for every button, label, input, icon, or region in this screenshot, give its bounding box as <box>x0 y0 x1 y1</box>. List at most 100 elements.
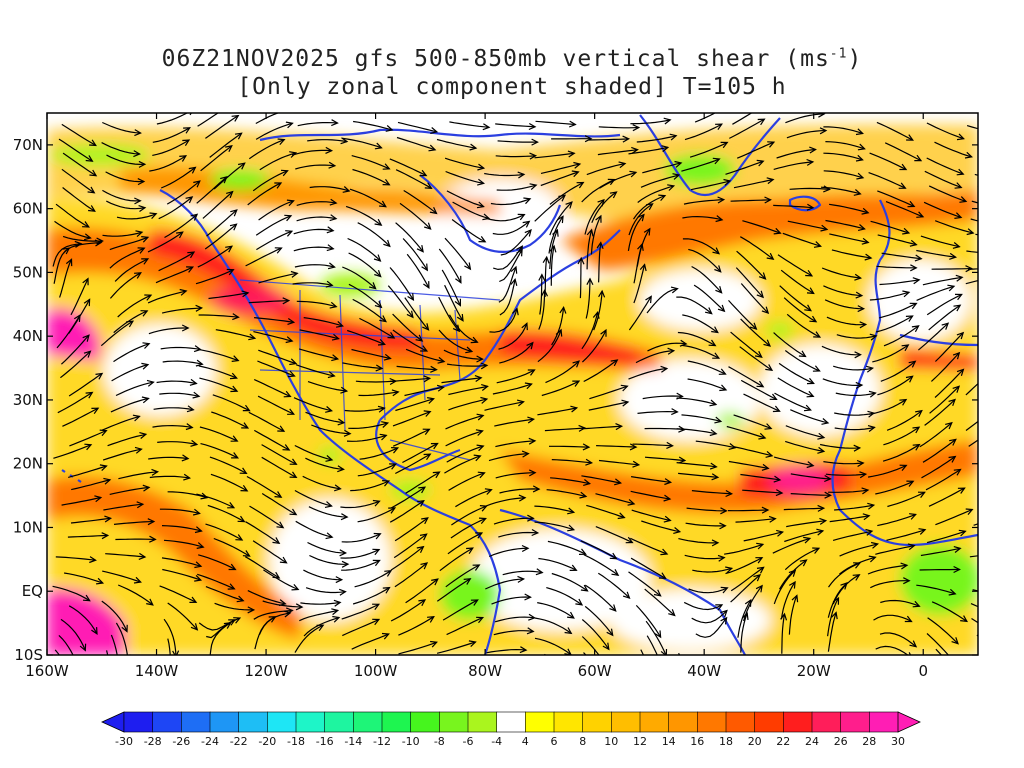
streamline <box>498 266 517 303</box>
colorbar-label: 4 <box>522 735 529 748</box>
streamline <box>445 430 483 447</box>
streamline-arrowhead <box>183 473 192 481</box>
streamline-arrowhead <box>476 201 485 209</box>
streamline-arrowhead <box>465 346 474 354</box>
streamline <box>404 386 444 397</box>
streamline <box>395 169 432 189</box>
streamline <box>195 269 234 285</box>
streamline <box>588 401 629 411</box>
lat-tick-label: EQ <box>22 582 43 600</box>
streamline-arrowhead <box>389 463 398 470</box>
streamline-arrowhead <box>905 315 914 322</box>
streamline-arrowhead <box>857 143 866 151</box>
streamline <box>551 307 565 346</box>
streamline <box>196 176 228 204</box>
streamline-arrowhead <box>383 353 392 361</box>
lat-tick-label: 40N <box>13 327 43 345</box>
streamline-arrowhead <box>126 320 135 328</box>
streamline-arrowhead <box>949 656 955 663</box>
streamline <box>294 624 324 653</box>
streamline-arrowhead <box>948 588 957 596</box>
streamline-arrowhead <box>430 640 438 648</box>
streamline-arrowhead <box>766 252 775 261</box>
streamline-arrowhead <box>379 433 388 441</box>
streamline <box>349 188 387 208</box>
streamline <box>198 365 237 379</box>
streamline-arrowhead <box>132 414 141 422</box>
streamline-arrowhead <box>237 515 246 523</box>
streamline <box>392 411 431 427</box>
streamline <box>879 632 917 648</box>
streamline <box>258 272 298 284</box>
streamline <box>982 479 1020 491</box>
streamline <box>676 428 717 435</box>
streamline <box>258 200 294 221</box>
streamline <box>880 360 916 382</box>
streamline <box>100 320 134 347</box>
streamline <box>445 414 484 430</box>
streamline-arrowhead <box>999 634 1006 640</box>
streamline-arrowhead <box>840 582 848 590</box>
latitude-axis: 70N 60N 50N 40N 30N 20N 10N EQ 10S <box>13 136 978 664</box>
streamline <box>689 141 728 158</box>
streamline-arrowhead <box>766 177 775 185</box>
streamline-arrowhead <box>99 429 108 437</box>
streamline-arrowhead <box>276 521 285 529</box>
streamline-arrowhead <box>521 544 530 553</box>
streamline-arrowhead <box>643 227 651 236</box>
streamline-arrowhead <box>472 564 481 571</box>
streamline <box>628 367 667 380</box>
streamline-arrowhead <box>719 384 728 392</box>
streamline-arrowhead <box>725 489 734 498</box>
streamline <box>114 258 149 282</box>
streamline-arrowhead <box>327 371 336 379</box>
streamline-arrowhead <box>712 247 721 255</box>
streamline-arrowhead <box>912 426 921 434</box>
streamline-arrowhead <box>595 214 602 223</box>
streamline-arrowhead <box>233 617 242 624</box>
streamline-arrowhead <box>870 541 880 549</box>
streamline-arrowhead <box>720 616 728 625</box>
streamline-arrowhead <box>87 186 96 194</box>
streamline <box>488 547 529 558</box>
streamline <box>884 142 922 162</box>
streamline <box>448 385 488 396</box>
streamline <box>399 202 432 230</box>
streamline-arrowhead <box>663 117 672 125</box>
streamline-arrowhead <box>903 577 911 585</box>
streamline-arrowhead <box>908 360 917 368</box>
streamline <box>690 180 731 191</box>
streamline-arrowhead <box>223 622 232 629</box>
streamline-arrowhead <box>861 237 870 245</box>
streamline-arrowhead <box>474 375 483 382</box>
colorbar-label: 10 <box>604 735 618 748</box>
streamline <box>630 119 671 125</box>
streamline <box>110 397 149 413</box>
streamline-arrowhead <box>592 310 600 319</box>
streamline <box>348 252 382 278</box>
streamline <box>977 376 978 379</box>
streamline-arrowhead <box>103 477 112 485</box>
streamlines <box>52 113 1020 678</box>
colorbar-low-extension <box>101 711 125 733</box>
streamline-arrowhead <box>476 413 485 421</box>
streamline <box>868 172 906 189</box>
streamline <box>635 350 674 364</box>
streamline <box>486 648 527 654</box>
streamline <box>881 252 922 260</box>
streamline-arrowhead <box>342 186 351 193</box>
streamline <box>294 489 332 507</box>
streamline <box>786 130 827 139</box>
streamline-arrowhead <box>422 428 431 435</box>
streamline-arrowhead <box>749 322 758 331</box>
streamline-arrowhead <box>957 672 963 678</box>
streamline <box>451 505 487 526</box>
streamline <box>296 216 337 222</box>
streamline <box>971 617 978 624</box>
streamline-arrowhead <box>343 429 352 437</box>
streamline <box>926 122 964 140</box>
streamline-arrowhead <box>74 663 80 670</box>
streamline <box>691 610 728 624</box>
streamline <box>254 429 290 451</box>
streamline-arrowhead <box>540 288 549 297</box>
